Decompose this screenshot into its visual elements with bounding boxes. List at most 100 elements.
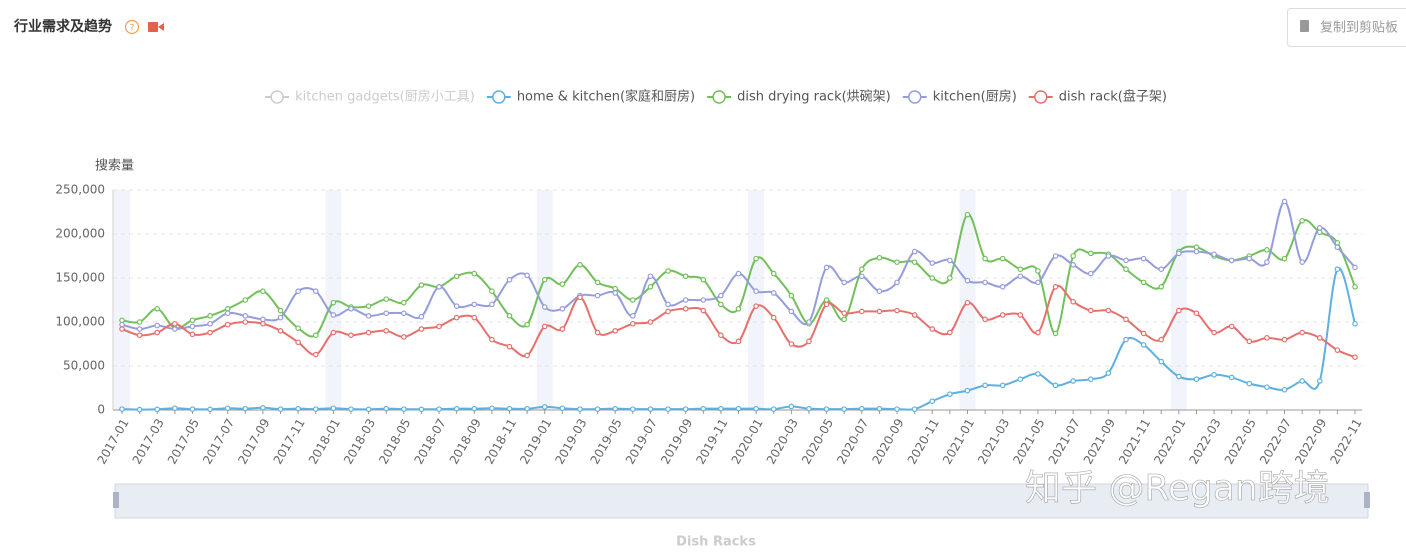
data-point	[524, 352, 530, 359]
data-point	[489, 301, 495, 308]
data-point	[1228, 374, 1235, 381]
data-point	[559, 305, 566, 312]
data-point	[471, 314, 478, 321]
copy-button-label: 复制到剪贴板	[1320, 20, 1398, 36]
data-point	[260, 316, 266, 323]
data-point	[1140, 342, 1147, 348]
data-point	[1035, 279, 1041, 286]
data-point	[365, 313, 372, 319]
data-point	[1017, 266, 1024, 273]
data-point	[1158, 283, 1165, 290]
help-icon[interactable]	[124, 19, 140, 35]
legend-item[interactable]: kitchen gadgets(厨房小工具)	[265, 89, 475, 105]
data-point	[665, 301, 671, 308]
legend-item[interactable]: dish rack(盘子架)	[1028, 89, 1167, 105]
data-point	[136, 332, 143, 339]
data-point	[154, 406, 161, 413]
data-point	[1211, 329, 1217, 336]
data-point	[330, 312, 337, 318]
data-point	[1105, 370, 1112, 376]
legend-item[interactable]: dish drying rack(烘碗架)	[707, 89, 891, 105]
data-point	[753, 405, 759, 412]
data-point	[489, 336, 495, 343]
data-point	[119, 321, 125, 328]
data-point	[1158, 336, 1165, 343]
data-point	[770, 314, 777, 321]
data-point	[753, 303, 759, 309]
data-point	[1035, 371, 1041, 377]
data-point	[788, 341, 795, 347]
zoom-handle[interactable]	[1364, 492, 1370, 508]
data-point	[999, 255, 1006, 262]
data-point	[700, 405, 707, 412]
legend-item[interactable]: kitchen(厨房)	[902, 89, 1017, 105]
data-point	[964, 277, 971, 284]
zoom-handle[interactable]	[113, 492, 119, 508]
data-point	[1299, 378, 1305, 384]
x-tick-label: 2022-05	[1222, 416, 1259, 466]
data-point	[735, 338, 742, 345]
data-point	[1334, 244, 1341, 251]
data-point	[1070, 261, 1076, 268]
data-point	[1087, 307, 1094, 314]
data-point	[401, 334, 407, 340]
x-tick-label: 2019-07	[623, 416, 660, 466]
data-point	[806, 319, 812, 325]
data-point	[577, 261, 583, 268]
data-point	[1352, 283, 1358, 290]
x-tick-label: 2019-09	[658, 416, 695, 466]
data-point	[770, 270, 777, 277]
data-point	[471, 301, 478, 308]
data-point	[665, 268, 671, 274]
data-point	[841, 316, 847, 323]
data-point	[911, 248, 918, 255]
data-point	[806, 405, 812, 412]
data-point	[982, 279, 988, 286]
y-tick-label: 50,000	[63, 359, 105, 373]
video-icon[interactable]	[148, 22, 158, 32]
legend-label: kitchen(厨房)	[933, 89, 1017, 105]
data-point	[911, 406, 918, 412]
data-point	[1193, 376, 1200, 383]
y-tick-label: 200,000	[55, 227, 105, 241]
data-point	[594, 292, 601, 299]
video-icon-tip	[158, 23, 164, 31]
data-point	[1123, 336, 1129, 343]
data-point	[1087, 250, 1094, 257]
data-point	[207, 320, 213, 327]
data-point	[964, 211, 971, 218]
data-point	[506, 313, 513, 319]
data-point	[119, 317, 125, 324]
data-point	[418, 282, 425, 288]
data-point	[295, 405, 301, 412]
x-tick-label: 2017-05	[165, 416, 202, 466]
legend-label: dish rack(盘子架)	[1059, 89, 1167, 105]
data-point	[383, 296, 390, 302]
data-point	[172, 326, 178, 332]
x-tick-label: 2020-03	[764, 416, 801, 466]
data-point	[1264, 335, 1270, 341]
data-point	[277, 314, 284, 321]
x-tick-label: 2021-11	[1116, 416, 1153, 466]
data-point	[260, 404, 266, 411]
legend-symbol	[1034, 90, 1048, 104]
data-point	[506, 276, 513, 283]
data-point	[1035, 268, 1041, 274]
data-point	[647, 283, 654, 290]
legend-item[interactable]: home & kitchen(家庭和厨房)	[486, 89, 695, 105]
copy-button[interactable]	[1287, 8, 1406, 47]
data-point	[682, 406, 689, 412]
x-tick-label: 2022-03	[1187, 416, 1224, 466]
data-point	[682, 273, 689, 280]
data-point	[295, 325, 301, 331]
x-tick-label: 2017-11	[271, 416, 308, 466]
data-point	[1158, 358, 1165, 365]
data-point	[1299, 329, 1305, 336]
data-point	[630, 313, 636, 319]
data-point	[260, 320, 266, 327]
year-band	[114, 190, 130, 410]
data-point	[1070, 378, 1076, 384]
zoom-slider[interactable]	[114, 483, 1369, 519]
x-tick-label: 2019-11	[693, 416, 730, 466]
